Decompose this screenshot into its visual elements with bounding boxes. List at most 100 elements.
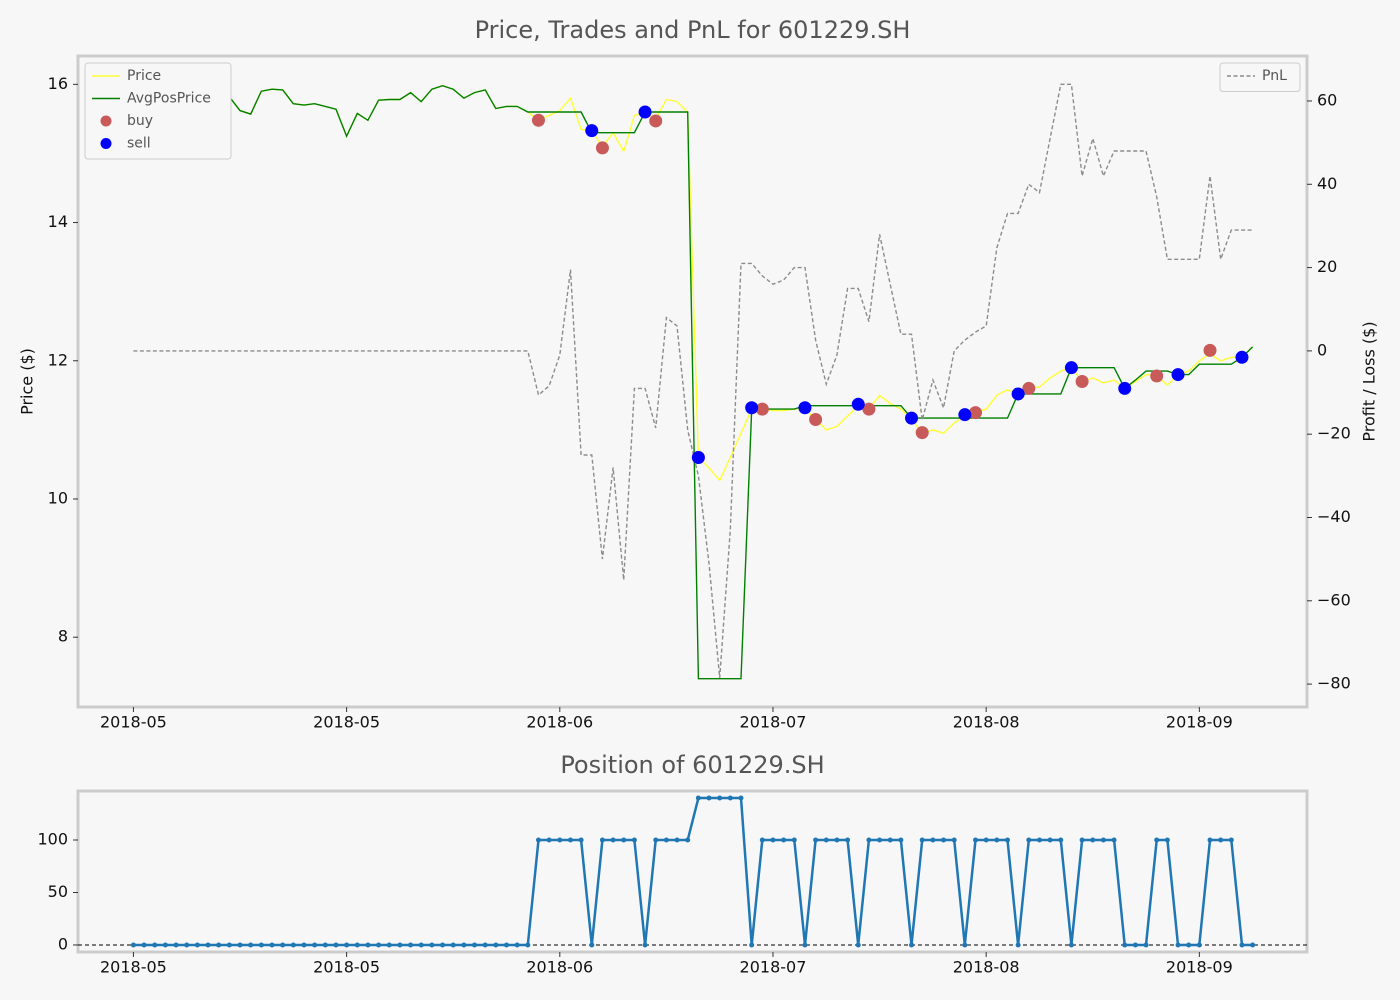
series-marker <box>1079 837 1085 843</box>
series-marker <box>248 942 254 948</box>
series-line <box>133 796 1253 947</box>
trade-marker <box>915 426 929 440</box>
trade-marker <box>595 141 609 155</box>
series-marker <box>589 942 595 948</box>
series-marker <box>749 942 755 948</box>
series-marker <box>621 837 627 843</box>
series-marker <box>813 837 819 843</box>
series-marker <box>685 837 691 843</box>
series-marker <box>354 942 360 948</box>
series-marker <box>1154 837 1160 843</box>
series-marker <box>450 942 456 948</box>
series-marker <box>1218 837 1224 843</box>
series-marker <box>770 837 776 843</box>
series-marker <box>1239 942 1245 948</box>
series-marker <box>791 837 797 843</box>
legend-box <box>84 62 232 160</box>
x-tick-label: 2018-05 <box>313 958 380 977</box>
series-marker <box>781 837 787 843</box>
series-marker <box>1164 837 1170 843</box>
y2-tick-label: 60 <box>1317 90 1337 109</box>
series-marker <box>1228 837 1234 843</box>
y-tick-label: 10 <box>48 488 68 507</box>
series-marker <box>1015 942 1021 948</box>
legend-label: buy <box>127 113 153 129</box>
series-marker <box>1047 837 1053 843</box>
series-marker <box>887 837 893 843</box>
series-marker <box>1036 837 1042 843</box>
x-tick-label: 2018-07 <box>740 713 807 732</box>
y2-tick-label: −40 <box>1317 507 1351 526</box>
series-marker <box>418 942 424 948</box>
series-marker <box>173 942 179 948</box>
series-marker <box>642 942 648 948</box>
y2-tick-label: −80 <box>1317 674 1351 693</box>
y2-axis-label: Profit / Loss ($) <box>1360 321 1379 441</box>
legend-label: sell <box>127 136 151 152</box>
trade-marker <box>585 124 599 138</box>
trade-marker <box>1150 369 1164 383</box>
series-marker <box>546 837 552 843</box>
x-tick-label: 2018-08 <box>953 713 1020 732</box>
y2-tick-label: 20 <box>1317 257 1337 276</box>
series-marker <box>1111 837 1117 843</box>
series-marker <box>951 837 957 843</box>
series-marker <box>727 795 733 801</box>
legend-swatch <box>100 138 112 149</box>
series-marker <box>1132 942 1138 948</box>
series-marker <box>152 942 158 948</box>
trade-marker <box>1011 387 1025 401</box>
series-marker <box>503 942 509 948</box>
series-marker <box>461 942 467 948</box>
series-line <box>133 83 1253 678</box>
trade-marker <box>905 411 919 425</box>
series-marker <box>472 942 478 948</box>
trade-marker <box>649 114 663 128</box>
trade-marker <box>862 402 876 416</box>
y-tick-label: 8 <box>58 627 68 646</box>
series-marker <box>994 837 1000 843</box>
trade-marker <box>531 113 545 127</box>
series-marker <box>866 837 872 843</box>
series-marker <box>1100 837 1106 843</box>
series-marker <box>1196 942 1202 948</box>
trade-marker <box>1235 350 1249 364</box>
series-marker <box>706 795 712 801</box>
series-marker <box>653 837 659 843</box>
series-marker <box>1004 837 1010 843</box>
series-marker <box>738 795 744 801</box>
series-marker <box>567 837 573 843</box>
series-marker <box>962 942 968 948</box>
x-tick-label: 2018-05 <box>313 713 380 732</box>
y2-tick-label: 40 <box>1317 174 1337 193</box>
series-marker <box>1175 942 1181 948</box>
series-marker <box>898 837 904 843</box>
series-marker <box>919 837 925 843</box>
series-marker <box>440 942 446 948</box>
series-marker <box>365 942 371 948</box>
series-marker <box>941 837 947 843</box>
series-marker <box>386 942 392 948</box>
series-marker <box>226 942 232 948</box>
series-marker <box>834 837 840 843</box>
series-marker <box>194 942 200 948</box>
series-marker <box>397 942 403 948</box>
y-axis-label: Price ($) <box>18 348 37 415</box>
series-marker <box>1026 837 1032 843</box>
series-marker <box>759 837 765 843</box>
series-marker <box>578 837 584 843</box>
chart-title: Price, Trades and PnL for 601229.SH <box>475 16 911 44</box>
series-marker <box>973 837 979 843</box>
trade-marker <box>798 401 812 415</box>
x-tick-label: 2018-09 <box>1166 958 1233 977</box>
series-marker <box>333 942 339 948</box>
trade-marker <box>1064 361 1078 375</box>
series-marker <box>205 942 211 948</box>
trade-marker <box>1022 381 1036 395</box>
series-marker <box>493 942 499 948</box>
y2-tick-label: −20 <box>1317 424 1351 443</box>
series-marker <box>376 942 382 948</box>
series-marker <box>930 837 936 843</box>
series-marker <box>557 837 563 843</box>
series-marker <box>301 942 307 948</box>
